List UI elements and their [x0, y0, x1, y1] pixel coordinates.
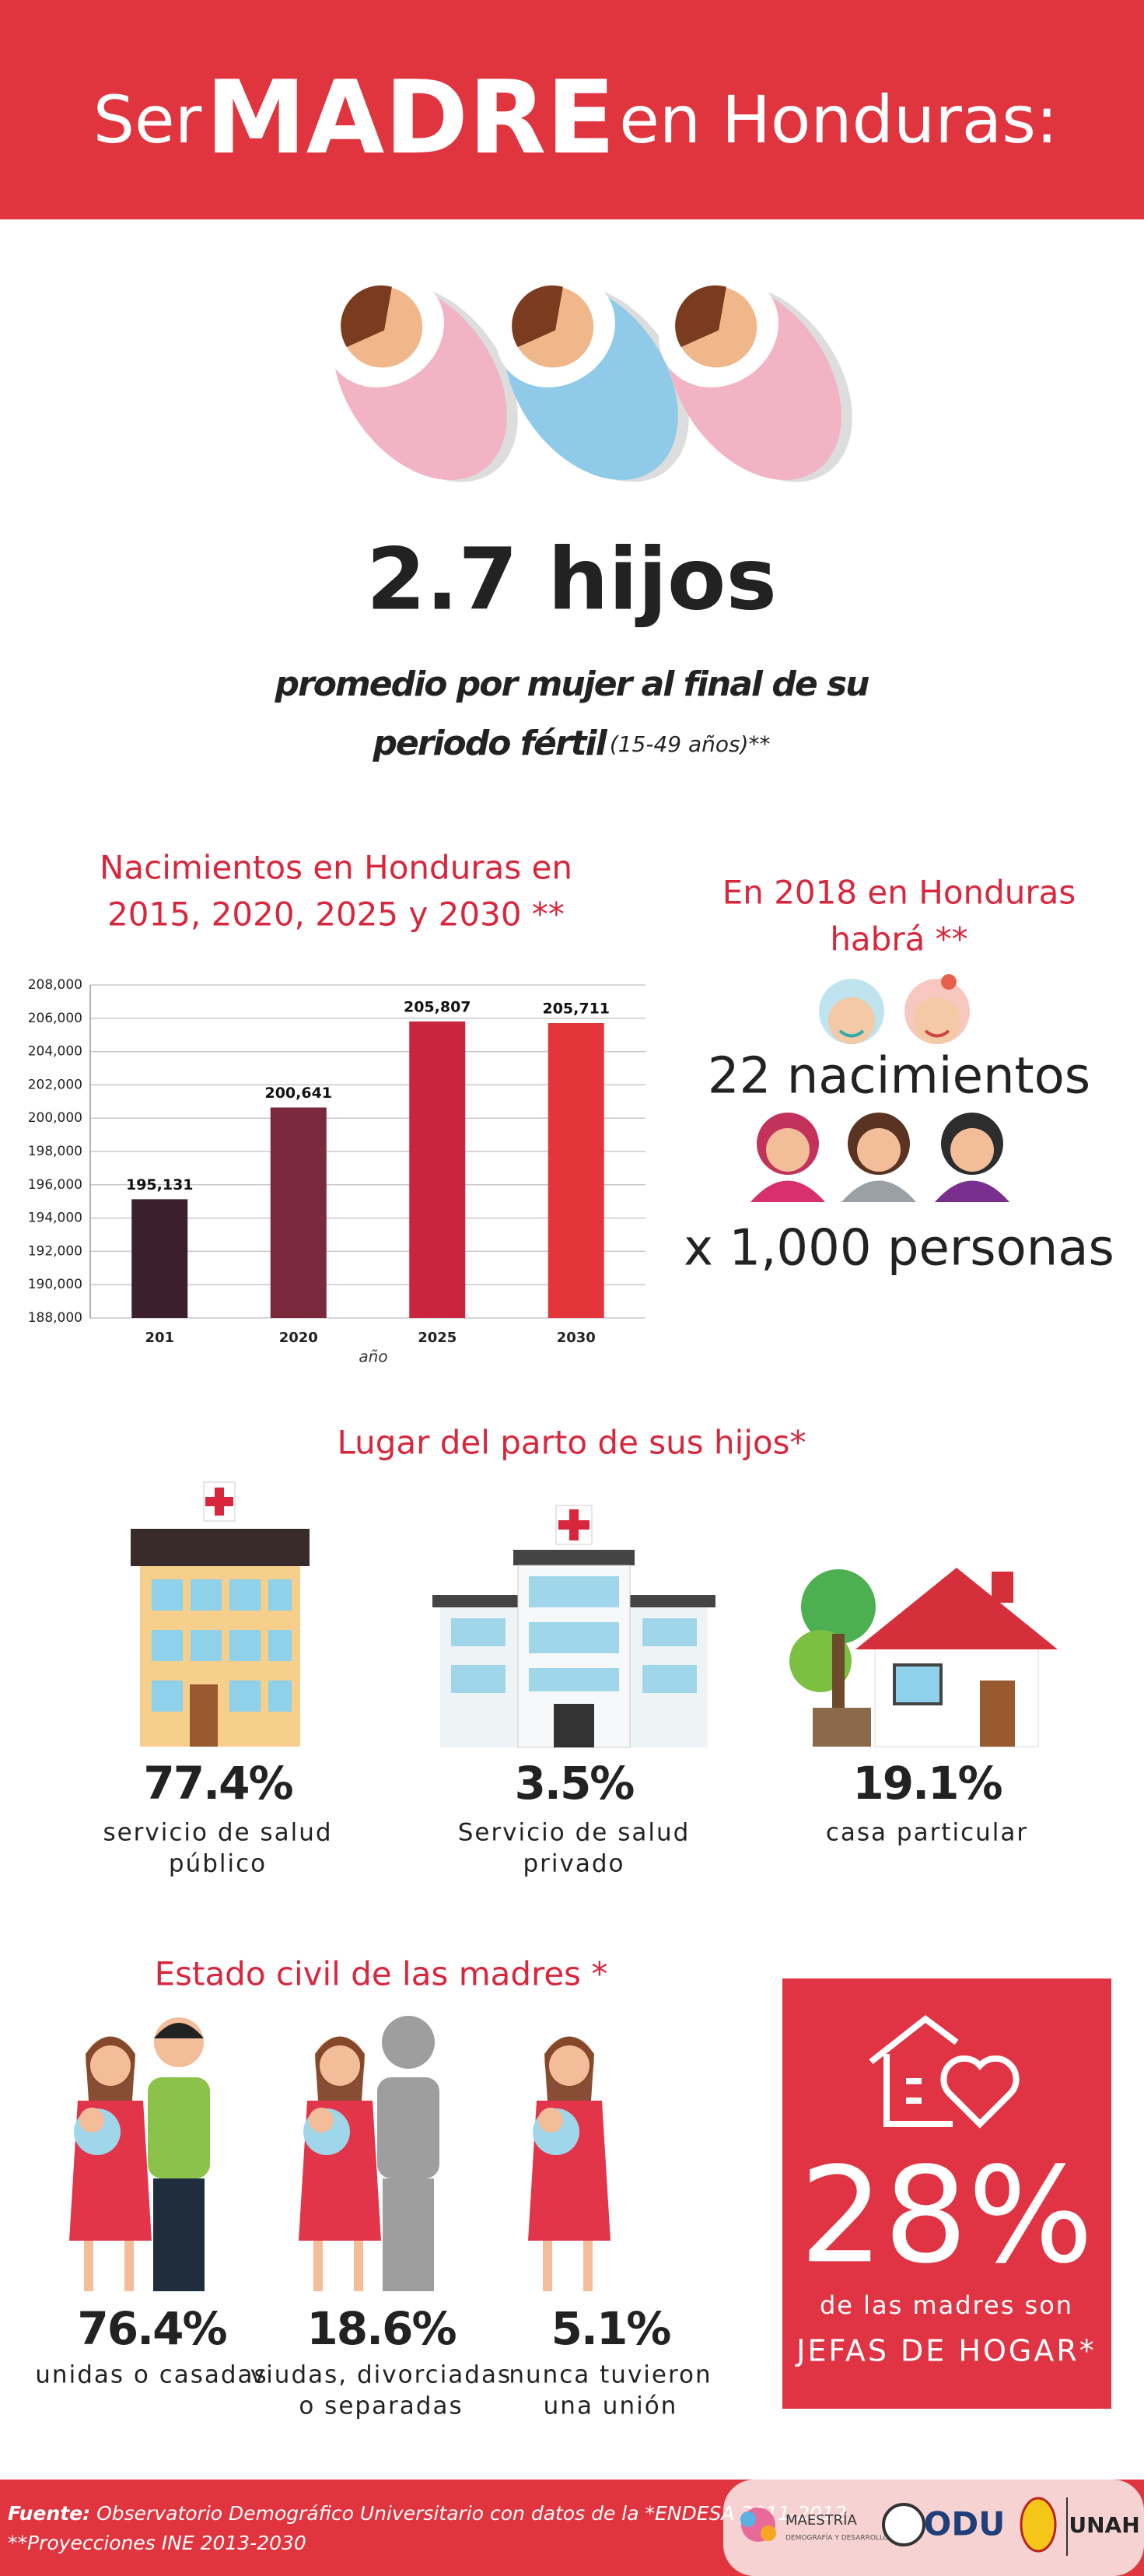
births-per: x 1,000 personas — [684, 1220, 1114, 1277]
stat-label: servicio de salud — [103, 1819, 332, 1847]
value-label: 195,131 — [126, 1176, 194, 1193]
women-icon — [750, 1113, 1009, 1202]
bar — [270, 1107, 327, 1318]
household-text: de las madres son — [820, 2290, 1073, 2320]
value-label: 205,807 — [404, 998, 471, 1015]
header-band — [0, 0, 1144, 219]
x-axis-label: año — [359, 1348, 387, 1366]
stat-value: 5.1% — [551, 2302, 671, 2355]
babies-faces-icon — [819, 974, 970, 1044]
x-tick-label: 2020 — [279, 1330, 318, 1346]
section-title: Estado civil de las madres * — [155, 1955, 608, 1993]
fertility-text: promedio por mujer al final de su — [275, 664, 869, 704]
stat-label: nunca tuvieron — [509, 2361, 712, 2389]
highlight-box — [782, 1978, 1111, 2409]
bar — [131, 1199, 188, 1318]
stat-value: 3.5% — [515, 1757, 635, 1810]
births-title: habrá ** — [830, 920, 967, 959]
logo-text: UNAH — [1069, 2512, 1139, 2538]
births-value: 22 nacimientos — [708, 1048, 1090, 1106]
title-part: en Honduras: — [619, 82, 1058, 158]
source-label: Fuente: — [8, 2502, 90, 2525]
marital-stats: 76.4% unidas o casadas 18.6% viudas, divorc… — [35, 2302, 712, 2420]
x-tick-label: 201 — [145, 1330, 174, 1346]
logo-text: MAESTRÍA — [785, 2511, 857, 2529]
title-part: Ser — [93, 82, 202, 158]
value-label: 200,641 — [264, 1085, 332, 1102]
logo-text: ODU — [924, 2505, 1006, 2543]
y-tick-label: 196,000 — [28, 1177, 82, 1193]
y-tick-label: 208,000 — [28, 977, 82, 993]
title-part: MADRE — [205, 58, 615, 177]
section-title: Lugar del parto de sus hijos* — [337, 1424, 806, 1462]
chart-title: Nacimientos en Honduras en — [100, 849, 572, 887]
x-tick-label: 2030 — [557, 1330, 596, 1346]
fertility-value: 2.7 hijos — [366, 529, 777, 629]
stat-label: unidas o casadas — [35, 2361, 268, 2389]
public-hospital-icon — [131, 1481, 310, 1747]
y-tick-label: 192,000 — [28, 1243, 82, 1259]
y-tick-label: 190,000 — [28, 1277, 82, 1292]
house-icon — [789, 1568, 1058, 1747]
babies-icon — [324, 273, 852, 482]
logos: MAESTRÍA DEMOGRAFÍA Y DESARROLLO ODU UNA… — [740, 2497, 1140, 2556]
stat-value: 18.6% — [306, 2302, 456, 2355]
fertility-note: (15-49 años)** — [610, 731, 771, 757]
value-label: 205,711 — [542, 1000, 610, 1017]
x-tick-label: 2025 — [418, 1330, 457, 1346]
footer-projections: **Proyecciones INE 2013-2030 — [8, 2532, 306, 2554]
stat-label: privado — [523, 1850, 624, 1878]
y-tick-label: 202,000 — [28, 1077, 82, 1092]
stat-label: casa particular — [826, 1819, 1028, 1847]
chart-title: 2015, 2020, 2025 y 2030 ** — [107, 895, 565, 934]
births-title: En 2018 en Honduras — [722, 874, 1076, 912]
stat-value: 77.4% — [143, 1757, 292, 1810]
bar-chart: Nacimientos en Honduras en 2015, 2020, 2… — [28, 849, 645, 1366]
y-tick-label: 188,000 — [28, 1310, 82, 1326]
header-title: Ser MADRE en Honduras: — [93, 58, 1058, 177]
source-text: Observatorio Demográfico Universitario c… — [96, 2502, 847, 2525]
bar — [409, 1021, 466, 1318]
birthplace-stats: 77.4% servicio de salud público 3.5% Servici… — [103, 1757, 1028, 1878]
y-tick-label: 194,000 — [28, 1211, 82, 1226]
y-tick-label: 200,000 — [28, 1110, 82, 1126]
stat-label: público — [169, 1850, 267, 1878]
footer-source: Fuente: Observatorio Demográfico Univers… — [8, 2502, 847, 2525]
mothers-icon — [69, 2016, 610, 2291]
stat-value: 19.1% — [852, 1757, 1002, 1810]
stat-label: una unión — [544, 2392, 678, 2420]
stat-value: 76.4% — [77, 2302, 226, 2355]
stat-label: o separadas — [299, 2392, 463, 2420]
private-hospital-icon — [432, 1505, 715, 1748]
stat-label: viudas, divorciadas — [250, 2361, 512, 2389]
bar — [548, 1022, 604, 1318]
y-tick-label: 198,000 — [28, 1144, 82, 1159]
home-heart-icon — [869, 2014, 1020, 2129]
fertility-line: periodo fértil — [372, 724, 607, 763]
household-value: 28% — [799, 2139, 1093, 2293]
y-tick-label: 204,000 — [28, 1044, 82, 1060]
y-tick-label: 206,000 — [28, 1011, 82, 1026]
household-emphasis: JEFAS DE HOGAR* — [795, 2334, 1096, 2368]
stat-label: Servicio de salud — [458, 1819, 691, 1847]
logo-text: DEMOGRAFÍA Y DESARROLLO — [785, 2533, 889, 2543]
fertility-text: periodo fértil (15-49 años)** — [372, 724, 770, 763]
